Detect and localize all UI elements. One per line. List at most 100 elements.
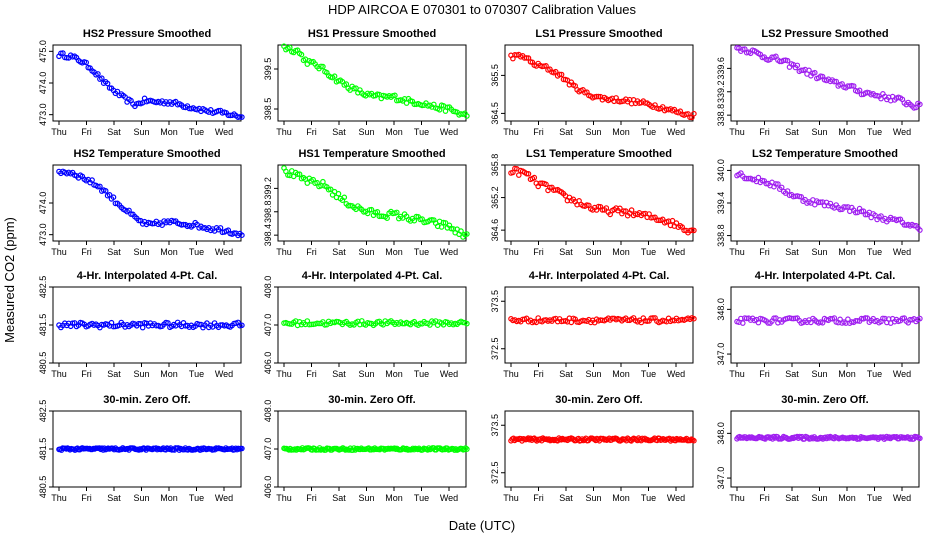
- x-tick-label: Thu: [276, 127, 292, 137]
- data-point: [237, 114, 243, 120]
- data-point: [558, 71, 565, 78]
- y-tick-label: 339.6: [716, 57, 726, 80]
- x-tick-label: Thu: [276, 493, 292, 503]
- y-tick-label: 475.0: [38, 40, 48, 63]
- data-point: [850, 83, 857, 89]
- y-tick-label: 481.5: [38, 438, 48, 461]
- data-point: [136, 320, 142, 327]
- x-tick-label: Wed: [893, 369, 911, 379]
- x-tick-label: Tue: [641, 247, 656, 257]
- x-tick-label: Thu: [503, 247, 519, 257]
- data-point: [392, 92, 398, 99]
- y-tick-label: 365.5: [490, 64, 500, 87]
- x-tick-label: Sat: [559, 369, 573, 379]
- x-tick-label: Fri: [81, 493, 92, 503]
- plot-frame: [730, 286, 920, 364]
- y-axis-label: Measured CO2 (ppm): [2, 217, 17, 343]
- x-tick-label: Wed: [215, 493, 233, 503]
- data-point: [556, 71, 563, 78]
- x-tick-label: Wed: [215, 247, 233, 257]
- data-point: [294, 171, 301, 178]
- data-point: [374, 209, 381, 215]
- data-point: [831, 78, 838, 85]
- data-point: [139, 324, 146, 331]
- data-point: [739, 320, 746, 326]
- data-point: [320, 63, 326, 70]
- y-tick-label: 339.4: [716, 192, 726, 215]
- data-point: [122, 94, 128, 100]
- data-point: [464, 320, 470, 327]
- panel-7: LS2 Temperature Smoothed 338.8 339.4 340.0 T…: [716, 148, 923, 257]
- data-point: [239, 322, 245, 329]
- panel-8: 4-Hr. Interpolated 4-Pt. Cal. 480.5 481.5 4…: [38, 270, 245, 379]
- panel-4: HS2 Temperature Smoothed 473.0 474.0 Thu Fri…: [38, 148, 245, 257]
- x-tick-label: Sat: [332, 127, 346, 137]
- data-point: [917, 435, 923, 442]
- x-tick-label: Tue: [414, 369, 429, 379]
- data-point: [89, 177, 95, 183]
- data-point: [60, 50, 66, 56]
- x-tick-label: Sun: [133, 493, 149, 503]
- x-tick-label: Thu: [729, 369, 745, 379]
- plot-frame: [277, 286, 467, 364]
- x-tick-label: Tue: [414, 247, 429, 257]
- data-point: [833, 78, 840, 85]
- x-tick-label: Tue: [867, 247, 882, 257]
- data-point: [650, 315, 656, 321]
- x-tick-label: Sat: [785, 127, 799, 137]
- x-tick-label: Sat: [785, 369, 799, 379]
- x-tick-label: Sat: [559, 127, 573, 137]
- y-tick-label: 365.2: [490, 186, 500, 209]
- x-tick-label: Fri: [759, 127, 770, 137]
- data-point: [617, 205, 623, 212]
- data-point: [231, 230, 237, 236]
- panel-title: HS2 Pressure Smoothed: [83, 28, 211, 40]
- data-point: [552, 68, 559, 75]
- data-point: [798, 194, 805, 200]
- data-point: [165, 320, 171, 326]
- x-tick-label: Mon: [385, 369, 403, 379]
- data-point: [442, 220, 449, 226]
- data-point: [327, 186, 334, 193]
- data-point: [64, 54, 70, 61]
- x-tick-label: Sat: [332, 493, 346, 503]
- panel-title: LS2 Pressure Smoothed: [761, 28, 888, 40]
- panel-title: 30-min. Zero Off.: [328, 394, 415, 406]
- panel-title: 4-Hr. Interpolated 4-Pt. Cal.: [755, 270, 896, 282]
- x-tick-label: Sun: [133, 247, 149, 257]
- x-tick-label: Tue: [641, 369, 656, 379]
- data-point: [843, 204, 849, 210]
- y-tick-label: 482.5: [38, 400, 48, 423]
- y-tick-label: 348.0: [716, 422, 726, 445]
- panel-title: 30-min. Zero Off.: [781, 394, 868, 406]
- data-point: [239, 114, 245, 120]
- y-tick-label: 474.0: [38, 192, 48, 215]
- data-point: [384, 215, 390, 222]
- x-tick-label: Wed: [215, 127, 233, 137]
- x-tick-label: Thu: [51, 369, 67, 379]
- panel-0: HS2 Pressure Smoothed 473.0 474.0 475.0 Thu F…: [38, 28, 245, 137]
- data-point: [99, 75, 105, 82]
- data-point: [796, 433, 803, 440]
- x-tick-label: Sat: [107, 369, 121, 379]
- panel-title: 30-min. Zero Off.: [555, 394, 642, 406]
- y-tick-label: 340.0: [716, 159, 726, 182]
- plot-frame: [504, 44, 694, 122]
- data-point: [102, 188, 109, 194]
- x-tick-label: Fri: [81, 369, 92, 379]
- x-tick-label: Fri: [759, 369, 770, 379]
- data-point: [595, 93, 602, 100]
- x-tick-label: Fri: [306, 127, 317, 137]
- x-tick-label: Sat: [107, 247, 121, 257]
- x-tick-label: Wed: [667, 369, 685, 379]
- data-point: [464, 113, 470, 119]
- data-point: [837, 206, 843, 213]
- data-point: [773, 181, 779, 187]
- y-tick-label: 473.0: [38, 223, 48, 246]
- x-tick-label: Wed: [893, 493, 911, 503]
- plot-frame: [277, 44, 467, 122]
- x-tick-label: Thu: [503, 127, 519, 137]
- x-tick-label: Thu: [503, 493, 519, 503]
- data-point: [331, 73, 338, 80]
